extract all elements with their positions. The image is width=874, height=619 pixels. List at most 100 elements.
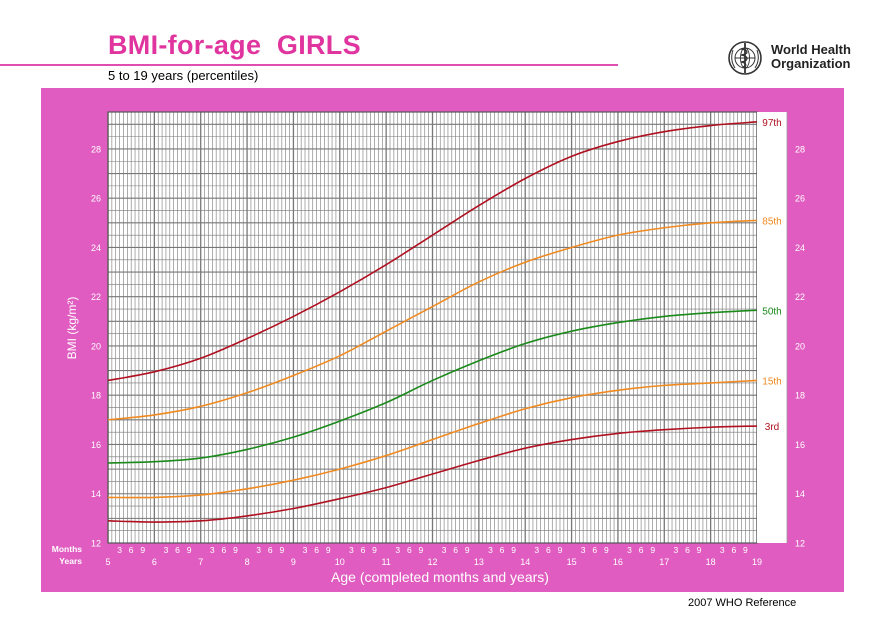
- series-line-97th: [107, 121, 758, 382]
- who-name-line2: Organization: [771, 56, 851, 71]
- x-axis-label: Age (completed months and years): [331, 569, 549, 585]
- month-tick-label: 3: [488, 545, 493, 555]
- y-tick-label-right: 18: [795, 391, 805, 401]
- month-tick-label: 9: [140, 545, 145, 555]
- months-row-label: Months: [52, 544, 82, 554]
- y-tick-label-right: 20: [795, 341, 805, 351]
- month-tick-label: 9: [326, 545, 331, 555]
- x-tick-label: 10: [335, 557, 345, 567]
- month-tick-label: 3: [581, 545, 586, 555]
- month-tick-label: 3: [627, 545, 632, 555]
- label-strip: [757, 112, 787, 543]
- y-tick-label-right: 16: [795, 440, 805, 450]
- series-label-50th: 50th: [762, 306, 781, 317]
- x-tick-label: 16: [613, 557, 623, 567]
- y-tick-label-right: 22: [795, 292, 805, 302]
- y-tick-label: 18: [91, 391, 101, 401]
- x-tick-label: 14: [520, 557, 530, 567]
- y-tick-label: 28: [91, 144, 101, 154]
- month-tick-label: 3: [395, 545, 400, 555]
- series-label-97th: 97th: [762, 118, 781, 129]
- y-tick-label: 24: [91, 243, 101, 253]
- x-tick-label: 12: [427, 557, 437, 567]
- x-tick-label: 9: [291, 557, 296, 567]
- month-tick-label: 6: [639, 545, 644, 555]
- month-tick-label: 9: [511, 545, 516, 555]
- month-tick-label: 6: [222, 545, 227, 555]
- month-tick-label: 9: [697, 545, 702, 555]
- y-axis-left-ticks: 12 14 16 18 20 22 24 26 28: [91, 144, 101, 548]
- month-tick-label: 6: [407, 545, 412, 555]
- series-line-15th: [107, 379, 758, 499]
- grid-lines: [107, 111, 758, 544]
- y-tick-label: 16: [91, 440, 101, 450]
- years-row-label: Years: [59, 556, 82, 566]
- title-underline: [0, 64, 618, 66]
- series-line-85th: [107, 219, 758, 421]
- x-tick-label: 15: [567, 557, 577, 567]
- month-tick-label: 6: [731, 545, 736, 555]
- month-tick-label: 9: [650, 545, 655, 555]
- month-tick-label: 6: [175, 545, 180, 555]
- y-tick-label-right: 14: [795, 489, 805, 499]
- y-tick-label-right: 28: [795, 144, 805, 154]
- x-tick-label: 11: [381, 557, 390, 567]
- y-tick-label: 12: [91, 539, 101, 549]
- month-tick-label: 3: [164, 545, 169, 555]
- x-tick-label: 7: [198, 557, 203, 567]
- who-emblem-icon: [728, 41, 762, 75]
- month-tick-label: 9: [187, 545, 192, 555]
- y-tick-label-right: 26: [795, 194, 805, 204]
- month-tick-label: 6: [129, 545, 134, 555]
- series-label-3rd: 3rd: [765, 422, 779, 433]
- x-tick-label: 17: [659, 557, 669, 567]
- month-tick-label: 9: [372, 545, 377, 555]
- reference-note: 2007 WHO Reference: [688, 597, 797, 609]
- month-tick-label: 9: [233, 545, 238, 555]
- x-tick-label: 18: [706, 557, 716, 567]
- page-subtitle: 5 to 19 years (percentiles): [108, 68, 259, 83]
- month-tick-label: 6: [546, 545, 551, 555]
- month-tick-label: 9: [743, 545, 748, 555]
- page-title: BMI-for-age GIRLS: [108, 30, 361, 60]
- month-tick-label: 3: [349, 545, 354, 555]
- month-tick-label: 3: [303, 545, 308, 555]
- y-tick-label: 26: [91, 194, 101, 204]
- month-tick-label: 6: [453, 545, 458, 555]
- who-logo: World Health Organization: [727, 40, 857, 76]
- month-tick-label: 3: [442, 545, 447, 555]
- y-tick-label: 22: [91, 292, 101, 302]
- series-line-50th: [107, 309, 758, 464]
- who-name-line1: World Health: [771, 42, 851, 57]
- series-label-85th: 85th: [762, 216, 781, 227]
- y-tick-label-right: 12: [795, 539, 805, 549]
- series-label-15th: 15th: [762, 376, 781, 387]
- percentile-labels: 97th 85th 50th 15th 3rd: [762, 118, 781, 433]
- month-tick-label: 6: [314, 545, 319, 555]
- month-tick-label: 6: [685, 545, 690, 555]
- x-tick-label: 5: [105, 557, 110, 567]
- month-tick-label: 6: [500, 545, 505, 555]
- month-tick-label: 3: [674, 545, 679, 555]
- x-tick-label: 13: [474, 557, 484, 567]
- month-tick-label: 9: [465, 545, 470, 555]
- who-name: World Health Organization: [771, 43, 851, 71]
- month-tick-label: 9: [279, 545, 284, 555]
- y-axis-label: BMI (kg/m²): [65, 297, 79, 360]
- right-label-strip: [757, 112, 788, 543]
- month-tick-label: 3: [256, 545, 261, 555]
- month-tick-label: 3: [534, 545, 539, 555]
- series-line-3rd: [107, 425, 758, 523]
- month-tick-label: 6: [268, 545, 273, 555]
- x-tick-label: 19: [752, 557, 762, 567]
- x-tick-label: 8: [245, 557, 250, 567]
- y-tick-label: 20: [91, 341, 101, 351]
- y-tick-label: 14: [91, 489, 101, 499]
- month-tick-label: 9: [558, 545, 563, 555]
- y-tick-label-right: 24: [795, 243, 805, 253]
- x-tick-label: 6: [152, 557, 157, 567]
- month-tick-label: 3: [720, 545, 725, 555]
- month-tick-label: 3: [117, 545, 122, 555]
- month-tick-label: 3: [210, 545, 215, 555]
